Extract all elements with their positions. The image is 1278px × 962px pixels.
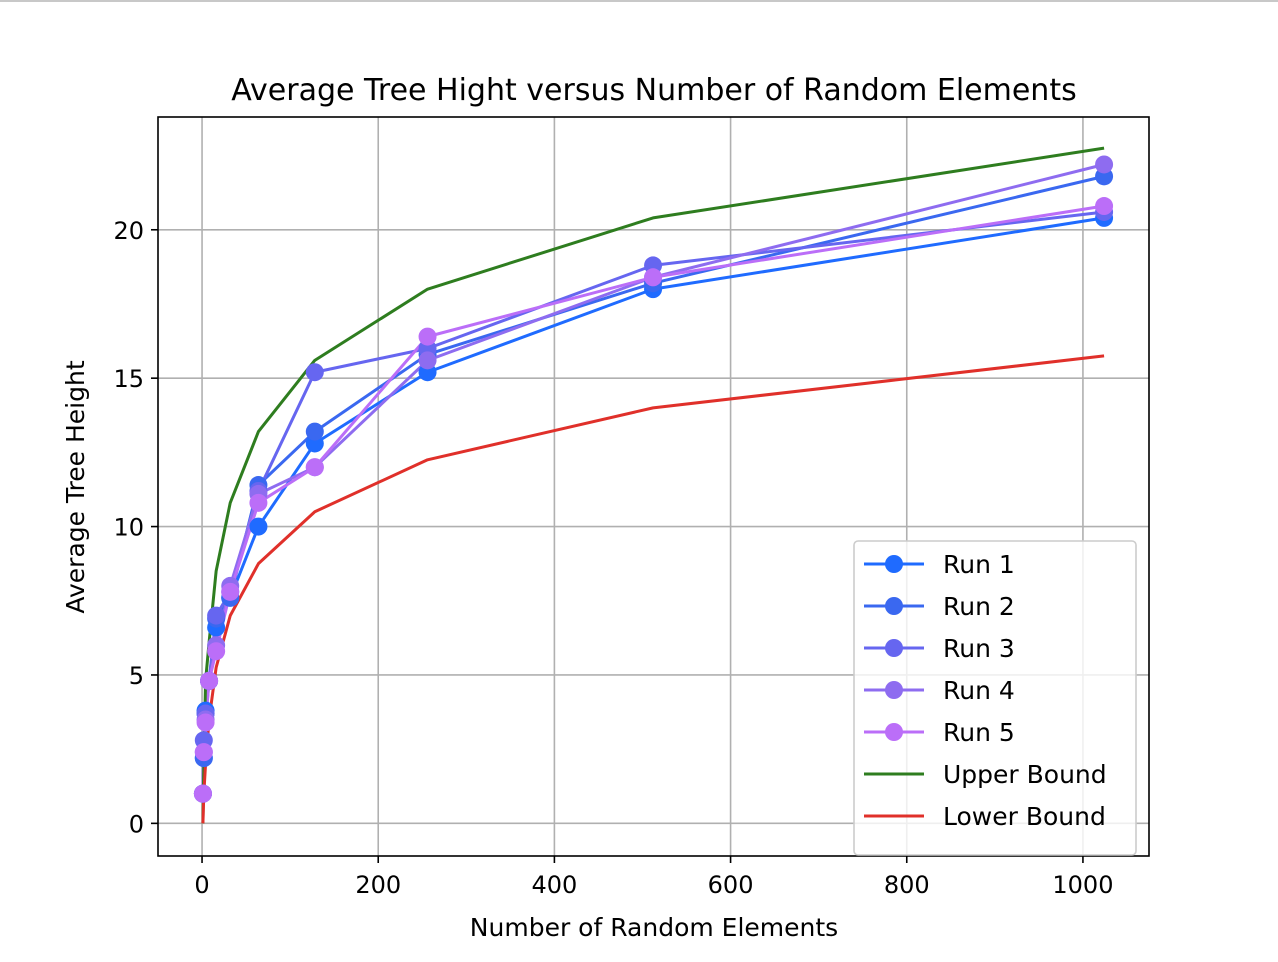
y-axis-ticks: 0 5 10 15 20	[113, 217, 158, 838]
point-series-5-2	[194, 743, 213, 762]
y-tick-label-0: 0	[129, 810, 144, 838]
point-series-3-8	[305, 363, 324, 382]
legend-label-1: Run 1	[943, 550, 1015, 579]
legend-label-7: Lower Bound	[943, 802, 1106, 831]
point-series-5-6	[221, 582, 240, 601]
point-series-5-1	[193, 784, 212, 803]
legend-marker-2	[885, 597, 903, 615]
point-series-3-5	[207, 606, 226, 625]
x-tick-label-0: 0	[194, 871, 209, 899]
legend-label-3: Run 3	[943, 634, 1015, 663]
point-series-5-11	[1095, 197, 1114, 216]
point-series-2-8	[305, 422, 324, 441]
y-tick-label-4: 20	[113, 217, 144, 245]
y-tick-label-2: 10	[113, 514, 144, 542]
series-line-7	[201, 354, 1105, 824]
plot-frame	[157, 116, 1150, 857]
legend-label-5: Run 5	[943, 718, 1015, 747]
legend-box	[853, 540, 1137, 856]
legend-marker-4	[885, 681, 903, 699]
y-axis-label: Average Tree Height	[61, 360, 90, 613]
x-tick-label-3: 600	[708, 871, 754, 899]
series-markers	[193, 155, 1114, 803]
point-series-5-7	[249, 493, 268, 512]
legend-label-2: Run 2	[943, 592, 1015, 621]
point-series-5-5	[207, 642, 226, 661]
legend-label-4: Run 4	[943, 676, 1015, 705]
point-series-4-11	[1095, 155, 1114, 174]
point-series-5-8	[305, 458, 324, 477]
legend-marker-3	[885, 639, 903, 657]
x-axis-ticks: 0 200 400 600 800 1000	[194, 856, 1113, 899]
y-tick-label-1: 5	[129, 662, 144, 690]
point-series-4-9	[418, 351, 437, 370]
x-tick-label-4: 800	[884, 871, 930, 899]
x-tick-label-2: 400	[531, 871, 577, 899]
point-series-5-10	[644, 268, 663, 287]
point-series-5-9	[418, 327, 437, 346]
x-tick-label-5: 1000	[1052, 871, 1113, 899]
point-series-5-4	[200, 671, 219, 690]
legend: Run 1 Run 2 Run 3 Run 4 Run 5 Upper Bound Lowe…	[853, 540, 1137, 856]
chart-title: Average Tree Hight versus Number of Rand…	[231, 73, 1076, 108]
legend-marker-1	[885, 555, 903, 573]
legend-marker-5	[885, 723, 903, 741]
window-top-border	[0, 0, 1278, 2]
point-series-5-3	[196, 713, 215, 732]
x-tick-label-1: 200	[355, 871, 401, 899]
point-series-1-7	[249, 517, 268, 536]
legend-label-6: Upper Bound	[943, 760, 1107, 789]
x-axis-label: Number of Random Elements	[470, 913, 838, 942]
y-tick-label-3: 15	[113, 365, 144, 393]
